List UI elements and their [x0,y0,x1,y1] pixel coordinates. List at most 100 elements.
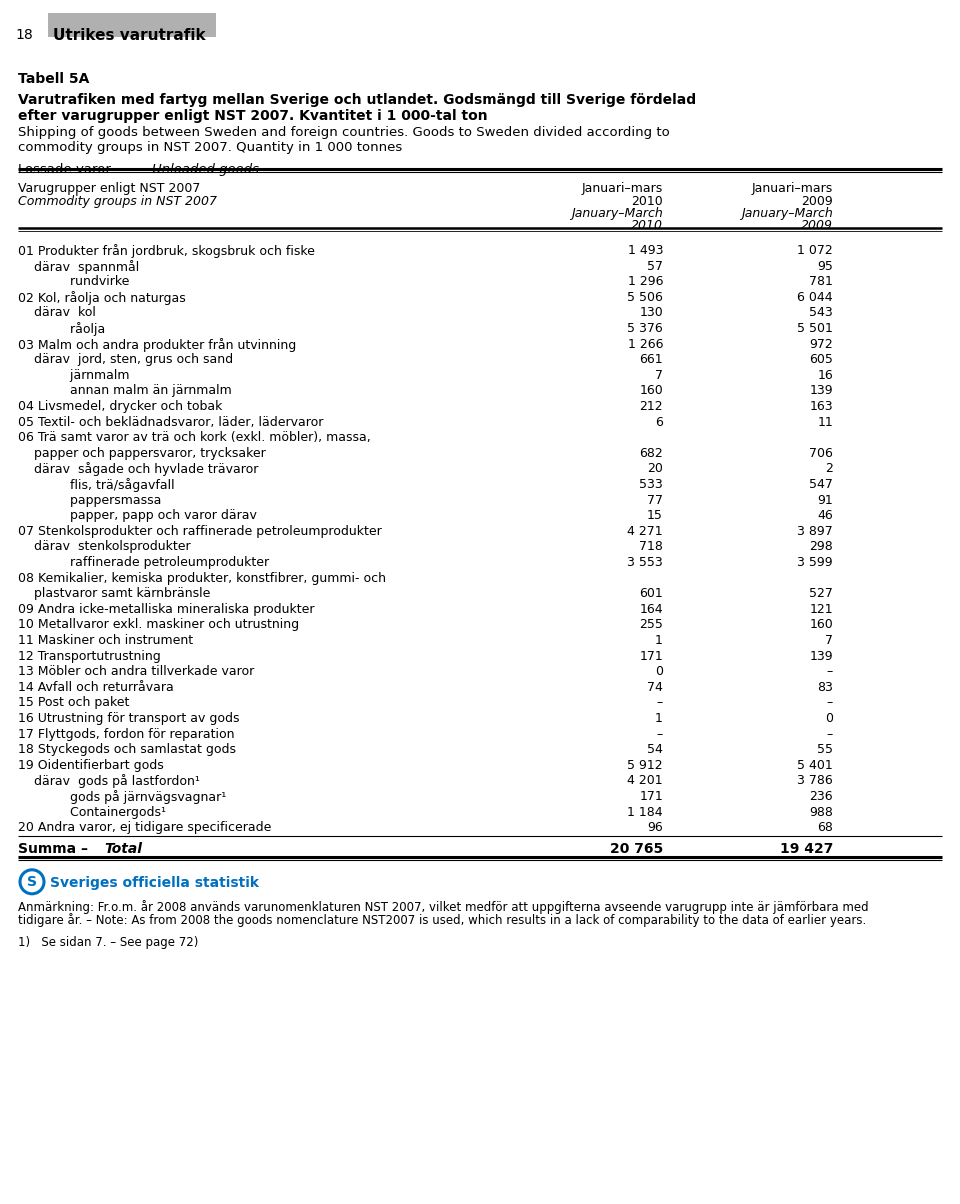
Text: 706: 706 [809,447,833,460]
Text: Total: Total [104,842,142,856]
Text: Unloaded goods: Unloaded goods [152,163,259,176]
Text: 1 493: 1 493 [628,244,663,256]
Text: 4 271: 4 271 [628,525,663,538]
Text: 533: 533 [639,478,663,491]
Text: plastvaror samt kärnbränsle: plastvaror samt kärnbränsle [18,588,210,601]
Text: 3 599: 3 599 [798,556,833,569]
Text: 1 072: 1 072 [797,244,833,256]
Text: 19 427: 19 427 [780,842,833,856]
Text: 15 Post och paket: 15 Post och paket [18,696,130,709]
Text: 7: 7 [655,368,663,382]
Text: 08 Kemikalier, kemiska produkter, konstfibrer, gummi- och: 08 Kemikalier, kemiska produkter, konstf… [18,572,386,585]
Circle shape [20,869,44,893]
Text: January–March: January–March [741,207,833,220]
Text: S: S [27,875,37,889]
Text: –: – [657,727,663,740]
Text: 1 266: 1 266 [628,337,663,350]
Text: Anmärkning: Fr.o.m. år 2008 används varunomenklaturen NST 2007, vilket medför at: Anmärkning: Fr.o.m. år 2008 används varu… [18,899,869,914]
Text: Tabell 5A: Tabell 5A [18,72,89,85]
Text: 601: 601 [639,588,663,601]
Text: 121: 121 [809,603,833,615]
Text: därav  gods på lastfordon¹: därav gods på lastfordon¹ [18,774,200,789]
Text: 01 Produkter från jordbruk, skogsbruk och fiske: 01 Produkter från jordbruk, skogsbruk oc… [18,244,315,258]
Text: –: – [827,727,833,740]
Text: 09 Andra icke-metalliska mineraliska produkter: 09 Andra icke-metalliska mineraliska pro… [18,603,315,615]
Text: 16: 16 [817,368,833,382]
Text: 5 912: 5 912 [628,759,663,772]
Text: därav  spannmål: därav spannmål [18,260,139,273]
Text: Summa –: Summa – [18,842,93,856]
Text: 543: 543 [809,306,833,319]
Text: Lossade varor –: Lossade varor – [18,163,126,176]
Text: 05 Textil- och beklädnadsvaror, läder, lädervaror: 05 Textil- och beklädnadsvaror, läder, l… [18,415,324,429]
Text: 20: 20 [647,462,663,476]
Text: 298: 298 [809,541,833,554]
Text: Januari–mars: Januari–mars [582,182,663,195]
Text: 55: 55 [817,743,833,756]
Text: 547: 547 [809,478,833,491]
Text: 3 897: 3 897 [797,525,833,538]
Text: Varugrupper enligt NST 2007: Varugrupper enligt NST 2007 [18,182,201,195]
Text: 0: 0 [655,665,663,678]
Text: 988: 988 [809,805,833,819]
Text: 682: 682 [639,447,663,460]
Text: 20 765: 20 765 [610,842,663,856]
Text: därav  jord, sten, grus och sand: därav jord, sten, grus och sand [18,353,233,366]
Text: 6: 6 [655,415,663,429]
Text: därav  kol: därav kol [18,306,96,319]
Text: 17 Flyttgods, fordon för reparation: 17 Flyttgods, fordon för reparation [18,727,234,740]
Text: 07 Stenkolsprodukter och raffinerade petroleumprodukter: 07 Stenkolsprodukter och raffinerade pet… [18,525,382,538]
Text: papper och pappersvaror, trycksaker: papper och pappersvaror, trycksaker [18,447,266,460]
Text: 160: 160 [639,384,663,397]
Text: 3 553: 3 553 [627,556,663,569]
Text: efter varugrupper enligt NST 2007. Kvantitet i 1 000-tal ton: efter varugrupper enligt NST 2007. Kvant… [18,110,488,123]
Text: 4 201: 4 201 [628,774,663,787]
Text: 6 044: 6 044 [798,291,833,303]
Text: 95: 95 [817,260,833,272]
Text: 74: 74 [647,680,663,694]
Text: Varutrafiken med fartyg mellan Sverige och utlandet. Godsmängd till Sverige förd: Varutrafiken med fartyg mellan Sverige o… [18,93,696,107]
Text: 2010: 2010 [631,219,663,232]
Text: 781: 781 [809,276,833,288]
Text: 19 Oidentifierbart gods: 19 Oidentifierbart gods [18,759,164,772]
Text: 77: 77 [647,494,663,507]
Text: 11: 11 [817,415,833,429]
Text: 5 501: 5 501 [797,321,833,335]
Text: 96: 96 [647,821,663,834]
Text: 10 Metallvaror exkl. maskiner och utrustning: 10 Metallvaror exkl. maskiner och utrust… [18,619,300,631]
Text: 91: 91 [817,494,833,507]
Text: 1: 1 [655,635,663,647]
Text: järnmalm: järnmalm [18,368,130,382]
Text: 2: 2 [826,462,833,476]
Text: 06 Trä samt varor av trä och kork (exkl. möbler), massa,: 06 Trä samt varor av trä och kork (exkl.… [18,431,371,444]
Text: gods på järnvägsvagnar¹: gods på järnvägsvagnar¹ [18,790,227,804]
Text: 2009: 2009 [802,195,833,208]
Text: Utrikes varutrafik: Utrikes varutrafik [53,28,205,43]
Text: 68: 68 [817,821,833,834]
Text: 164: 164 [639,603,663,615]
Text: råolja: råolja [18,321,106,336]
Text: –: – [827,665,833,678]
Text: flis, trä/sågavfall: flis, trä/sågavfall [18,478,175,492]
Text: 661: 661 [639,353,663,366]
Text: 139: 139 [809,384,833,397]
Text: 57: 57 [647,260,663,272]
Text: 1)   Se sidan 7. – See page 72): 1) Se sidan 7. – See page 72) [18,936,199,949]
Text: 46: 46 [817,509,833,523]
Text: commodity groups in NST 2007. Quantity in 1 000 tonnes: commodity groups in NST 2007. Quantity i… [18,141,402,154]
Text: 718: 718 [639,541,663,554]
Text: Shipping of goods between Sweden and foreign countries. Goods to Sweden divided : Shipping of goods between Sweden and for… [18,126,670,138]
Text: 2009: 2009 [801,219,833,232]
Text: 5 401: 5 401 [797,759,833,772]
Text: 0: 0 [825,712,833,725]
Text: 605: 605 [809,353,833,366]
Text: 1 184: 1 184 [628,805,663,819]
Text: 171: 171 [639,790,663,803]
Text: 12 Transportutrustning: 12 Transportutrustning [18,650,160,662]
Text: 972: 972 [809,337,833,350]
Text: January–March: January–March [571,207,663,220]
FancyBboxPatch shape [48,13,216,37]
Text: 5 376: 5 376 [627,321,663,335]
Text: 11 Maskiner och instrument: 11 Maskiner och instrument [18,635,193,647]
Text: 160: 160 [809,619,833,631]
